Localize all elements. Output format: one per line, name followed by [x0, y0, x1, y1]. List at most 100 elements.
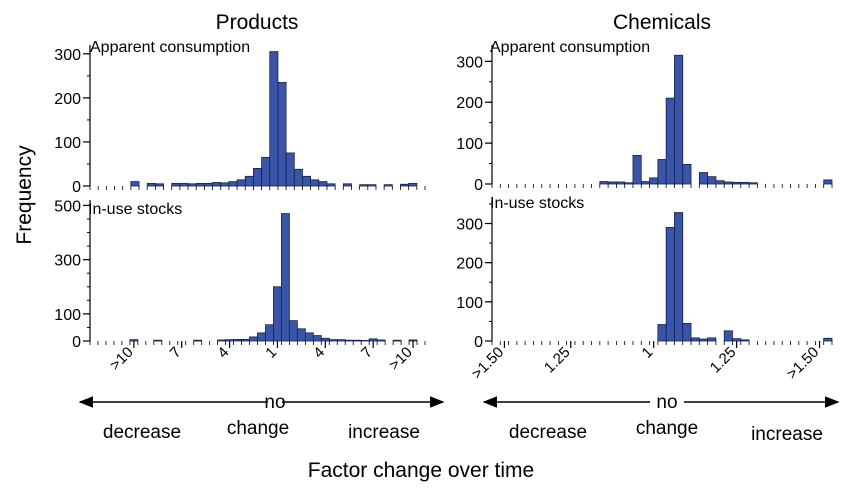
panel-title-products-consumption: Apparent consumption	[90, 39, 250, 56]
histogram-bar	[392, 339, 402, 342]
y-tick-label: 300	[456, 54, 483, 71]
direction-arrow-chemicals: no decrease change increase	[482, 392, 840, 445]
histogram-bar	[220, 182, 230, 187]
histogram-bar	[296, 328, 306, 342]
histogram-bar	[265, 324, 274, 342]
histogram-bar	[277, 82, 287, 187]
histogram-bar	[740, 181, 750, 185]
panel-title-chemicals-stocks: In-use stocks	[490, 195, 584, 212]
histogram-bar	[328, 339, 338, 342]
histogram-bar	[129, 339, 139, 342]
histogram-bar	[281, 213, 290, 342]
panel-products-apparent-consumption: 0 100 200 300	[54, 45, 426, 196]
histogram-bar	[698, 338, 709, 342]
histogram-bar	[236, 179, 246, 187]
histogram-bar	[269, 51, 279, 187]
histogram-bar	[657, 324, 667, 342]
decrease-label-chemicals: decrease	[509, 422, 587, 443]
histogram-bar	[304, 332, 314, 342]
histogram-bar	[310, 179, 320, 187]
histogram-bar	[241, 338, 250, 342]
histogram-bar	[682, 322, 692, 342]
histogram-bar	[376, 339, 386, 342]
no-label-products: no	[264, 392, 285, 413]
histogram-bar	[359, 184, 369, 187]
histogram-bar	[249, 336, 258, 342]
histogram-bar	[193, 339, 203, 342]
histogram-bar	[823, 337, 833, 342]
panel-title-chemicals-consumption: Apparent consumption	[490, 39, 650, 56]
histogram-bar	[171, 182, 181, 187]
x-tick-label: >1.50	[784, 344, 823, 383]
y-tick-label: 300	[54, 253, 81, 270]
histogram-bar	[707, 337, 717, 342]
histogram-bar	[748, 182, 758, 185]
histogram-bar	[352, 339, 362, 342]
histogram-bar	[640, 181, 650, 185]
increase-label-chemicals: increase	[751, 424, 823, 445]
histogram-bar	[293, 168, 303, 187]
histogram-bar	[233, 338, 242, 342]
x-tick-label: >10	[107, 344, 137, 374]
histogram-bar	[615, 181, 626, 185]
histogram-bar	[607, 181, 617, 185]
y-tick-label: 0	[474, 334, 483, 351]
histogram-bar	[367, 184, 377, 187]
histogram-bar	[674, 54, 684, 185]
histogram-bar	[318, 181, 328, 187]
histogram-bar	[146, 182, 156, 187]
increase-label-products: increase	[348, 422, 420, 443]
x-axis-label: Factor change over time	[308, 459, 534, 482]
column-title-products: Products	[216, 11, 299, 34]
histogram-bar	[342, 183, 352, 187]
y-tick-label: 200	[456, 95, 483, 112]
histogram-bar	[179, 182, 189, 187]
y-tick-label: 0	[72, 179, 81, 196]
histogram-bar	[740, 339, 750, 342]
histogram-bar	[723, 181, 733, 185]
histogram-bar	[344, 339, 354, 342]
histogram-bar	[657, 159, 667, 185]
histogram-bar	[257, 332, 266, 342]
panel-title-products-stocks: In-use stocks	[88, 201, 182, 218]
y-tick-label: 0	[474, 177, 483, 194]
y-tick-label: 100	[54, 307, 81, 324]
change-label-products: change	[227, 418, 289, 439]
histogram-bar	[285, 152, 295, 187]
y-tick-label: 0	[72, 334, 81, 351]
histogram-bar	[154, 183, 164, 187]
y-tick-label: 300	[54, 47, 81, 64]
histogram-bar	[326, 183, 336, 187]
histogram-bar	[228, 181, 238, 187]
histogram-bar	[723, 330, 733, 342]
x-tick-label: 1.25	[541, 344, 574, 377]
histogram-bar	[203, 182, 213, 187]
histogram-bar	[707, 176, 717, 185]
histogram-bar	[212, 182, 222, 187]
y-axis-label: Frequency	[13, 145, 36, 245]
histogram-bar	[665, 227, 675, 342]
histogram-bar	[732, 181, 742, 185]
y-tick-label: 200	[456, 256, 483, 273]
histogram-bar	[288, 320, 298, 342]
column-title-chemicals: Chemicals	[613, 11, 711, 34]
histogram-bar	[599, 181, 609, 185]
y-tick-label: 500	[54, 198, 81, 215]
change-label-chemicals: change	[636, 418, 698, 439]
histogram-bar	[312, 335, 322, 342]
histogram-bar	[320, 337, 330, 342]
histogram-bar	[400, 183, 410, 187]
x-tick-label: >10	[386, 344, 416, 374]
histogram-bar	[674, 212, 684, 342]
histogram-bar	[698, 172, 709, 185]
histogram-bar	[715, 180, 725, 185]
histogram-bar	[408, 182, 418, 187]
histogram-bar	[360, 340, 370, 342]
x-tick-label: 1.25	[707, 344, 740, 377]
histogram-bar	[244, 175, 254, 187]
histogram-bar	[665, 97, 675, 185]
y-tick-label: 100	[456, 295, 483, 312]
histogram-bar	[649, 177, 659, 185]
